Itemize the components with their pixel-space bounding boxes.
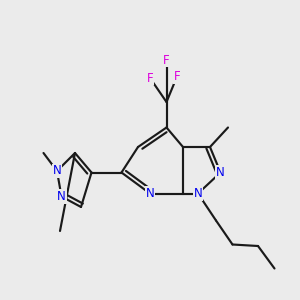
- Text: N: N: [146, 187, 154, 200]
- Text: F: F: [147, 71, 153, 85]
- Text: N: N: [216, 166, 225, 179]
- Text: N: N: [52, 164, 62, 178]
- Text: F: F: [174, 70, 180, 83]
- Text: F: F: [163, 53, 170, 67]
- Text: N: N: [57, 190, 66, 203]
- Text: N: N: [194, 187, 202, 200]
